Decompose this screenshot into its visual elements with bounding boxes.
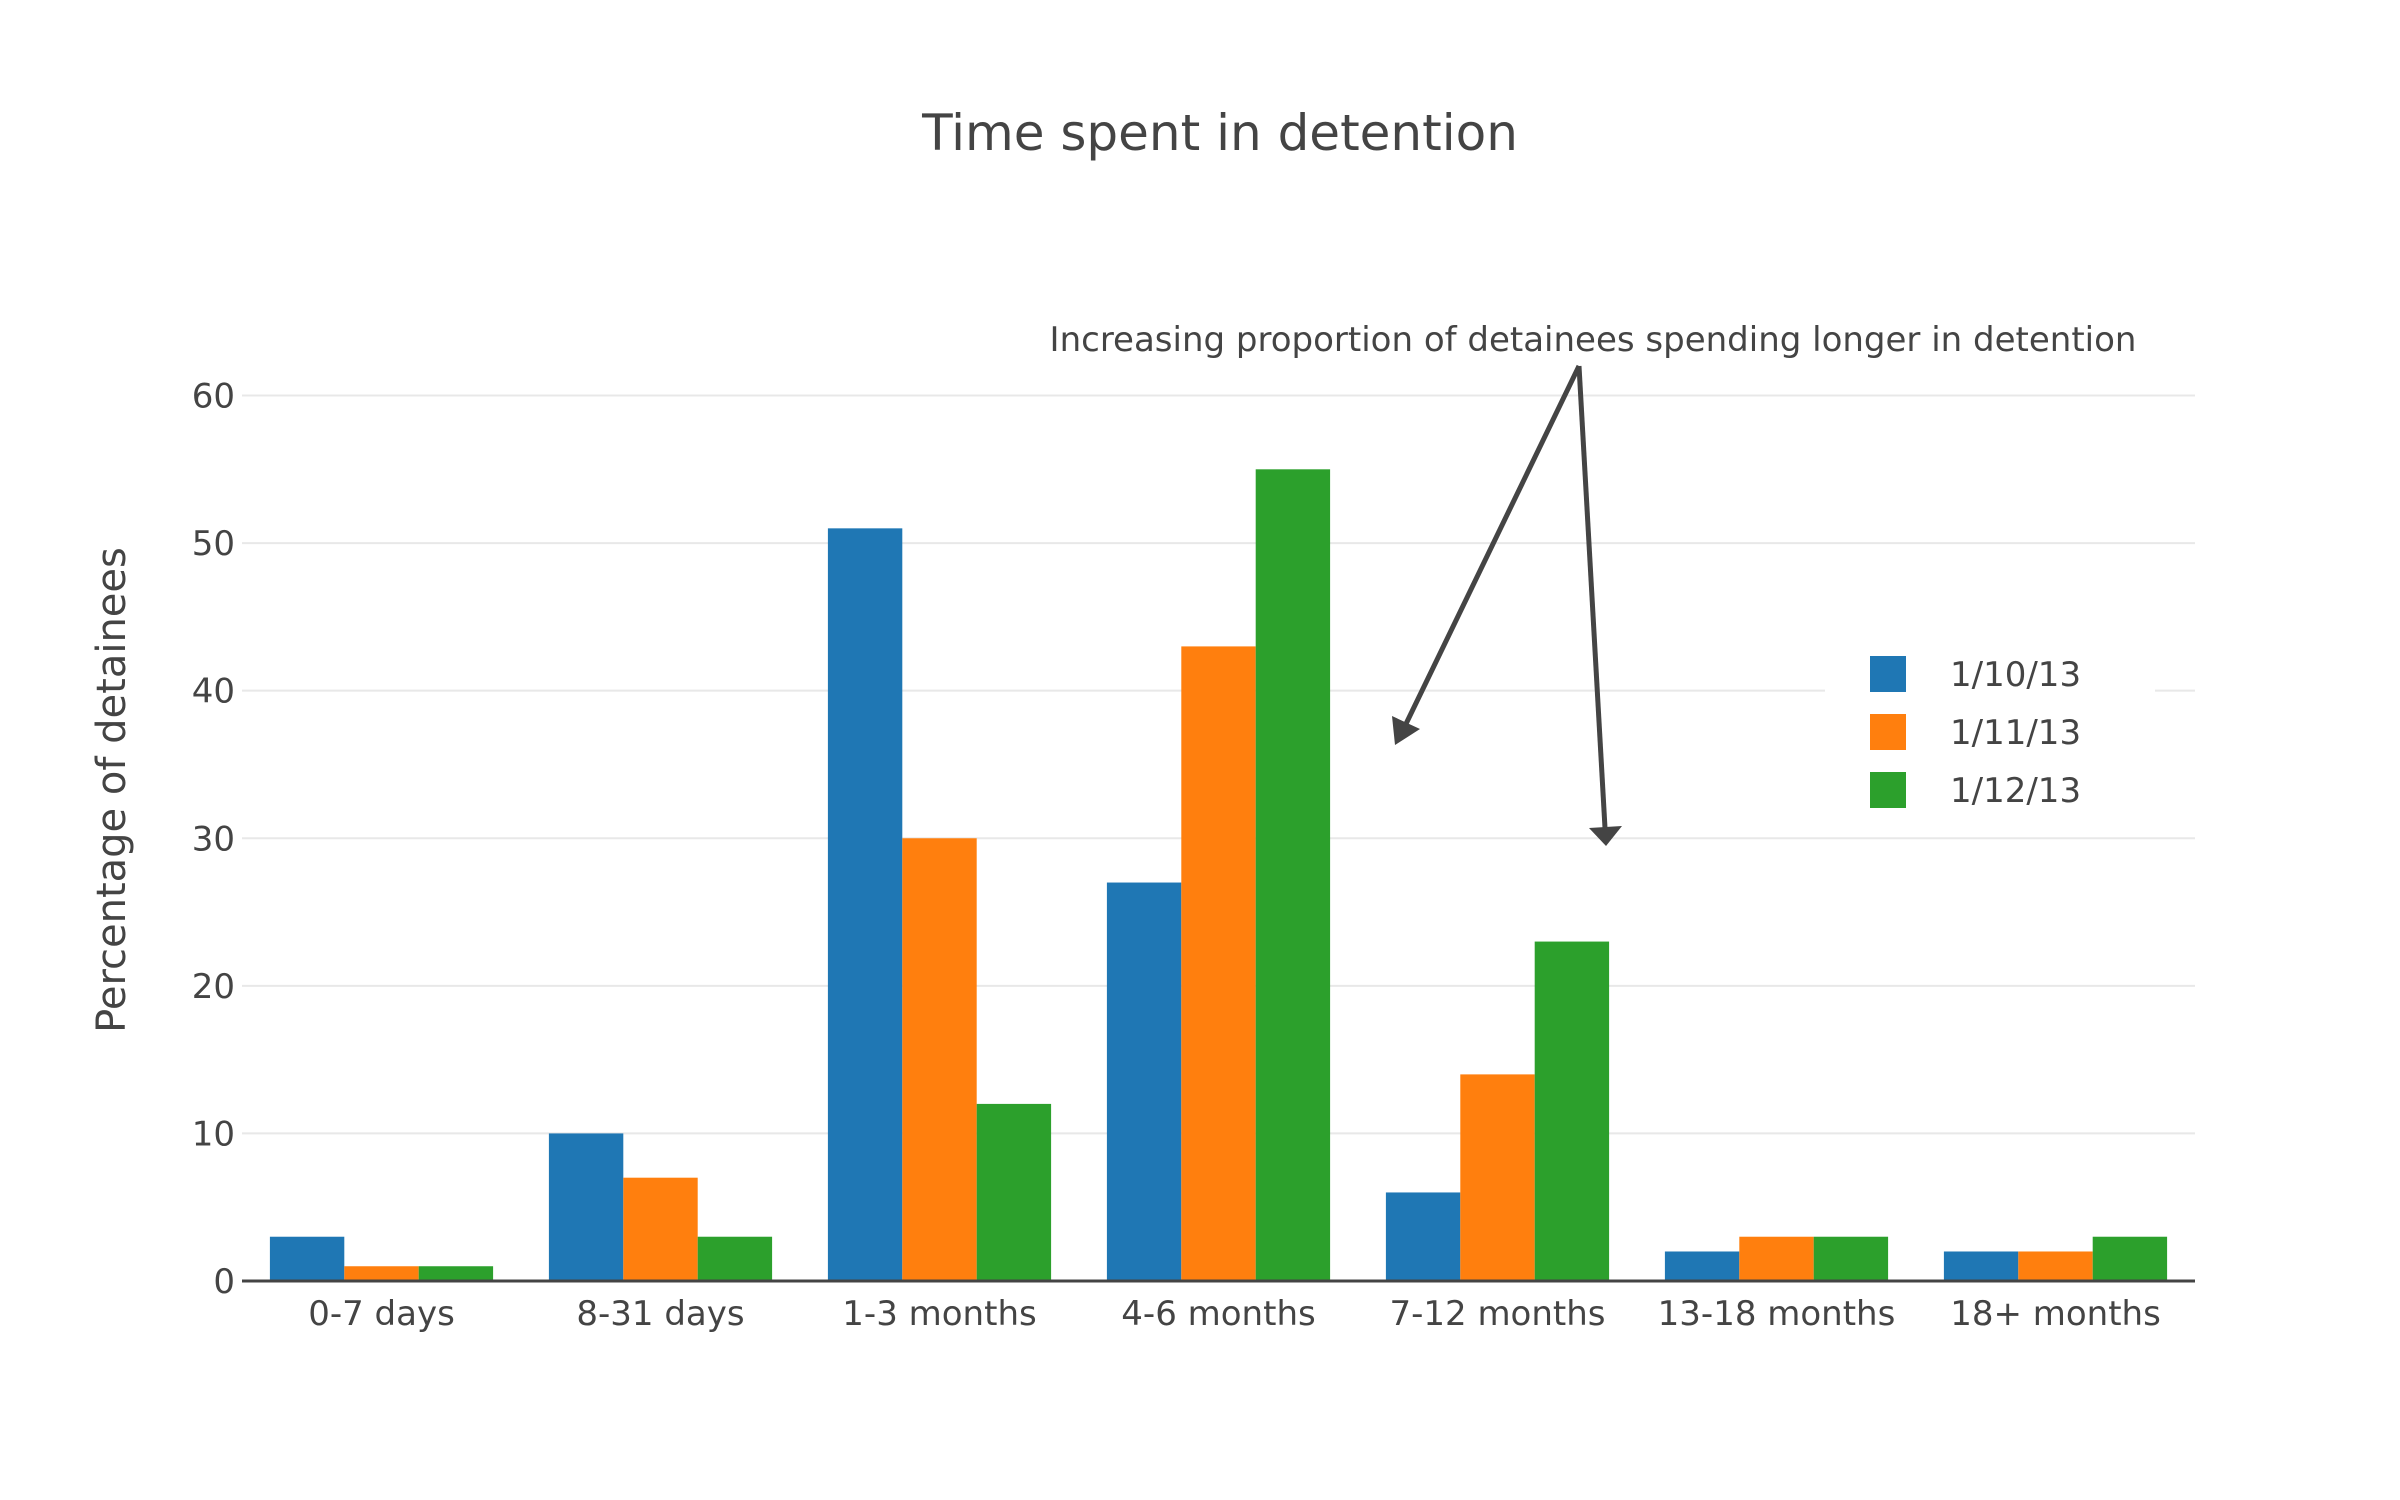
legend-swatch <box>1870 772 1906 808</box>
annotation-arrowhead-right <box>1589 826 1622 846</box>
bar-2-4 <box>1181 646 1256 1281</box>
y-tick-label: 40 <box>192 672 235 712</box>
x-tick-label: 13-18 months <box>1658 1294 1896 1334</box>
y-tick-label: 20 <box>192 967 235 1007</box>
legend-swatch <box>1870 714 1906 750</box>
bar-2-6 <box>1739 1236 1814 1281</box>
y-tick-label: 10 <box>192 1114 235 1154</box>
bar-2-7 <box>2018 1251 2093 1281</box>
legend-label: 1/10/13 <box>1950 655 2081 695</box>
bar-3-5 <box>1534 941 1610 1281</box>
x-tick-label: 8-31 days <box>576 1294 744 1334</box>
bars <box>269 469 2168 1281</box>
y-tick-label: 60 <box>192 377 235 417</box>
bar-1-5 <box>1385 1192 1461 1281</box>
bar-3-7 <box>2092 1236 2168 1281</box>
x-tick-label: 1-3 months <box>842 1294 1036 1334</box>
bar-1-7 <box>1943 1251 2019 1281</box>
bar-1-4 <box>1106 882 1182 1281</box>
chart-title: Time spent in detention <box>921 104 1518 162</box>
x-tick-label: 7-12 months <box>1389 1294 1605 1334</box>
legend-label: 1/12/13 <box>1950 771 2081 811</box>
bar-2-2 <box>623 1177 698 1281</box>
bar-3-3 <box>976 1103 1052 1281</box>
bar-3-4 <box>1255 469 1331 1281</box>
bar-3-2 <box>697 1236 773 1281</box>
bar-1-2 <box>548 1133 624 1281</box>
x-tick-label: 18+ months <box>1950 1294 2161 1334</box>
x-tick-label: 4-6 months <box>1121 1294 1315 1334</box>
bar-1-3 <box>827 528 903 1281</box>
bar-2-3 <box>902 838 977 1281</box>
x-axis-ticks: 0-7 days 8-31 days 1-3 months 4-6 months 7-1… <box>308 1294 2161 1334</box>
annotation-arrow-right <box>1576 365 1608 829</box>
annotation: Increasing proportion of detainees spend… <box>1050 320 2137 846</box>
bar-2-5 <box>1460 1074 1535 1281</box>
legend-swatch <box>1870 656 1906 692</box>
legend: 1/10/13 1/11/13 1/12/13 <box>1825 627 2155 817</box>
annotation-arrow-left <box>1401 364 1582 730</box>
bar-3-1 <box>418 1266 494 1281</box>
annotation-text: Increasing proportion of detainees spend… <box>1050 320 2137 360</box>
y-tick-label: 50 <box>192 524 235 564</box>
y-axis-ticks: 0 10 20 30 40 50 60 <box>192 377 235 1302</box>
bar-1-1 <box>269 1236 345 1281</box>
bar-2-1 <box>344 1266 419 1281</box>
bar-1-6 <box>1664 1251 1740 1281</box>
annotation-arrowhead-left <box>1392 716 1420 745</box>
legend-label: 1/11/13 <box>1950 713 2081 753</box>
x-tick-label: 0-7 days <box>308 1294 455 1334</box>
bar-3-6 <box>1813 1236 1889 1281</box>
y-tick-label: 30 <box>192 819 235 859</box>
y-axis-label: Percentage of detainees <box>89 547 135 1033</box>
y-tick-label: 0 <box>213 1262 235 1302</box>
